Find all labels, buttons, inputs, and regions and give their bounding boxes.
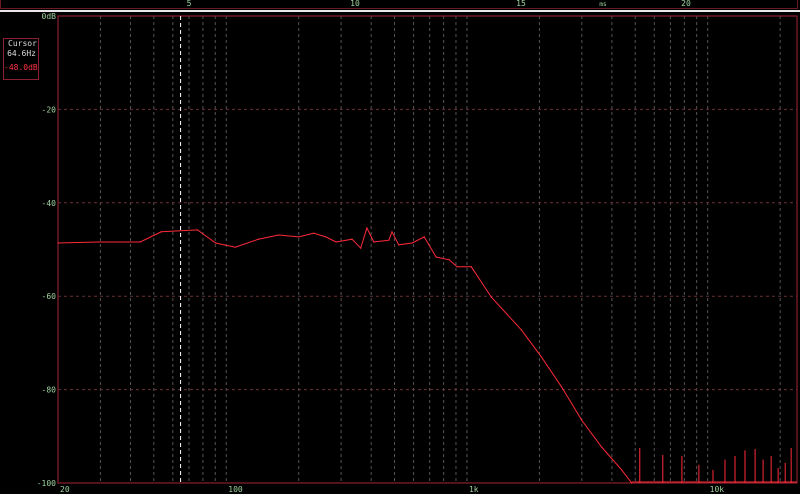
y-tick-label: -20 xyxy=(42,105,57,114)
data-point xyxy=(470,266,472,268)
data-point xyxy=(298,236,300,238)
y-tick-label: -100 xyxy=(37,479,56,488)
data-point xyxy=(540,356,542,358)
data-point xyxy=(423,236,425,238)
time-tick-5: 5 xyxy=(186,0,192,8)
time-tick-10: 10 xyxy=(350,0,360,8)
data-point xyxy=(257,238,259,240)
data-point xyxy=(97,241,99,243)
data-point xyxy=(196,229,199,231)
data-point xyxy=(278,234,280,236)
data-point xyxy=(313,232,315,234)
data-point xyxy=(411,242,413,244)
cursor-readout: Cursor 64.6Hz -48.0dB xyxy=(3,38,39,80)
data-point xyxy=(373,241,375,243)
y-tick-label: -60 xyxy=(42,292,57,301)
time-axis-frame xyxy=(0,0,798,9)
x-tick-label: 10k xyxy=(710,485,725,494)
data-point xyxy=(234,246,236,248)
cursor-frequency: 64.6Hz xyxy=(7,49,36,58)
data-point xyxy=(580,419,583,421)
time-tick-20: 20 xyxy=(681,0,691,8)
time-unit-label: ms xyxy=(599,1,607,8)
data-point xyxy=(435,256,437,258)
data-point xyxy=(560,386,563,388)
data-point xyxy=(490,296,492,298)
data-point xyxy=(621,469,623,471)
x-tick-label: 20 xyxy=(60,485,70,494)
data-point xyxy=(388,239,390,241)
data-point xyxy=(631,482,633,484)
data-point xyxy=(215,242,217,244)
time-axis-bar: 5 10 15 ms 20 xyxy=(0,0,800,12)
data-point xyxy=(448,259,450,261)
x-tick-label: 100 xyxy=(228,485,243,494)
y-tick-label: -80 xyxy=(42,386,57,395)
data-point xyxy=(391,231,393,233)
time-tick-15: 15 xyxy=(516,0,526,8)
data-point xyxy=(139,241,141,243)
y-tick-label: -40 xyxy=(42,199,57,208)
data-point xyxy=(351,238,353,240)
data-point xyxy=(601,446,603,448)
data-point xyxy=(520,329,522,331)
data-point xyxy=(57,242,59,244)
cursor-title: Cursor xyxy=(8,39,37,48)
cursor-level: -48.0dB xyxy=(4,63,38,72)
data-point xyxy=(160,231,162,233)
data-point xyxy=(398,244,400,246)
data-point xyxy=(325,236,327,238)
data-point xyxy=(335,241,337,243)
data-point xyxy=(366,227,368,229)
x-tick-label: 1k xyxy=(469,485,479,494)
response-trace xyxy=(57,226,632,484)
data-point xyxy=(360,247,362,249)
y-tick-label: 0dB xyxy=(42,12,57,21)
data-point xyxy=(456,266,458,268)
plot-frame xyxy=(57,15,798,484)
